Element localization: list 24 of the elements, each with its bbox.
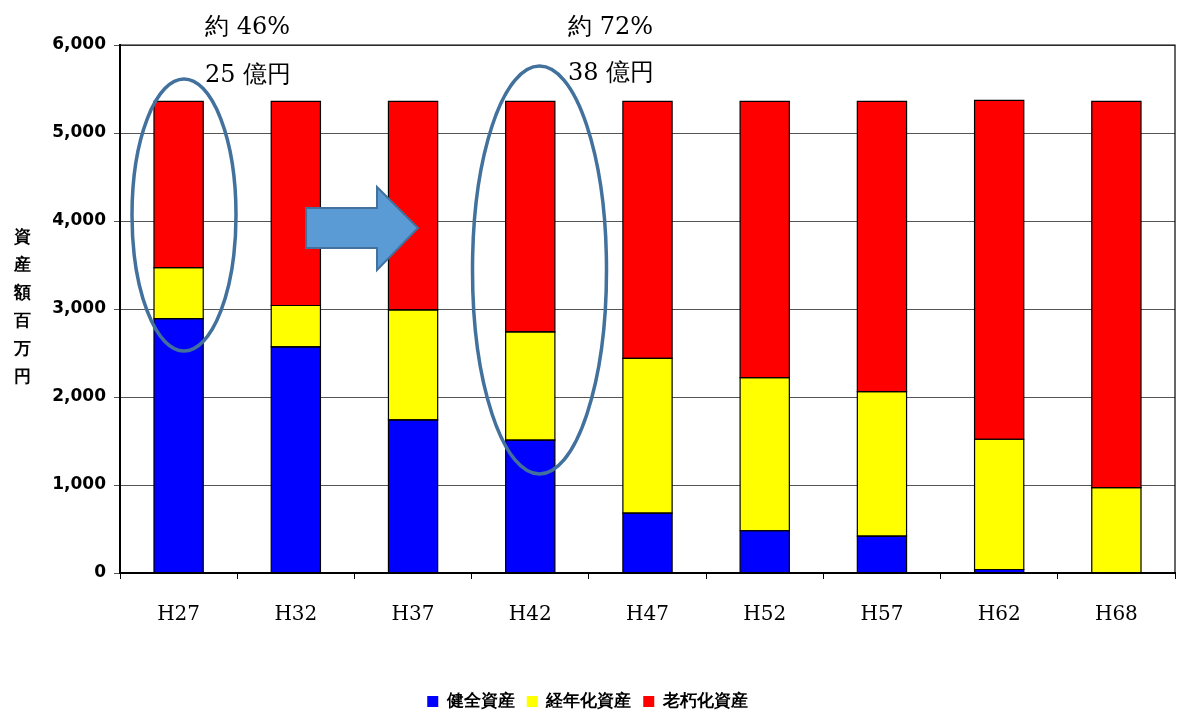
x-tick-label: H32	[274, 601, 318, 626]
y-tick-label: 4,000	[52, 209, 107, 230]
text: 約 46%	[205, 11, 290, 42]
x-tick-label: H27	[157, 601, 201, 626]
y-tick-label: 6,000	[52, 33, 107, 54]
y-tick-label: 2,000	[52, 385, 107, 406]
legend-label: 老朽化資産	[661, 689, 748, 710]
y-tick-label: 1,000	[52, 473, 107, 494]
y-axis-title: 資産額百万円	[12, 225, 32, 388]
annotation: 38 億円	[568, 57, 655, 88]
x-tick-label: H37	[391, 601, 435, 626]
annotation: 25 億円	[205, 59, 292, 90]
x-tick-label: H68	[1094, 601, 1138, 626]
x-tick-label: H47	[626, 601, 669, 626]
y-tick-label: 3,000	[52, 297, 107, 318]
x-tick-label: H62	[977, 601, 1021, 626]
legend-label: 健全資産	[445, 689, 515, 710]
text: 約 72%	[568, 11, 653, 42]
x-tick-label: H42	[508, 601, 552, 626]
x-tick-label: H57	[860, 601, 904, 626]
y-tick-label: 5,000	[52, 121, 107, 142]
legend-label: 経年化資産	[545, 689, 632, 710]
x-tick-label: H52	[743, 601, 787, 626]
y-tick-label: 0	[94, 561, 107, 582]
